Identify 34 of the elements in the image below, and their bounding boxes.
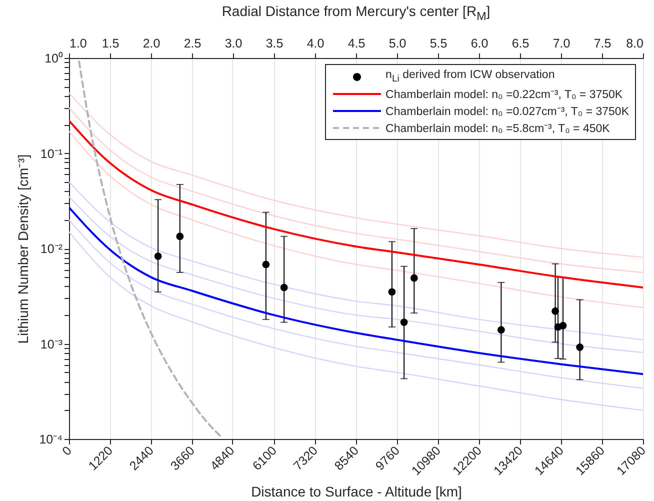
x2-tick-label: 8.0 [626,36,644,50]
x2-tick-label: 2.5 [184,36,202,50]
x2-tick-label: 3.5 [266,36,284,50]
legend-label: n$_{Li}$ derived from ICW observation [386,68,555,84]
x2-tick-label: 1.5 [102,36,120,50]
x2-tick-label: 1.0 [70,36,87,50]
x2-tick-label: 5.0 [388,36,406,50]
legend-label: Chamberlain model: n₀ =0.027cm⁻³, T₀ = 3750K [386,105,629,118]
legend-label: Chamberlain model: n₀ =5.8cm⁻³, T₀ = 450K [386,122,610,135]
x2-tick-label: 2.0 [142,36,160,50]
x2-axis-title: Radial Distance from Mercury's center [R$_{M}$] [220,3,492,23]
x2-tick-label: 7.0 [552,36,570,50]
y-tick-label: 10⁻² [40,242,62,256]
y-tick-label: 10⁻⁴ [39,432,62,446]
y-tick-label: 10⁰ [44,52,64,66]
x2-tick-label: 3.0 [224,36,242,50]
y-tick-label: 10⁻³ [40,337,62,352]
x2-tick-label: 6.0 [470,36,488,50]
line-series [69,231,643,411]
line-series [78,60,222,437]
line-series [69,107,643,274]
x2-tick-label: 6.5 [512,36,530,50]
line-series [69,181,643,340]
x2-tick-label: 4.5 [348,36,366,50]
x2-tick-label: 7.5 [594,36,612,50]
x2-tick-label: 4.0 [306,36,324,50]
x2-tick-label: 5.5 [430,36,448,50]
line-series [69,196,643,354]
line-series [69,120,643,288]
y-tick-label: 10⁻¹ [40,146,62,161]
x-tick-label: 0 [60,444,74,458]
x-axis-title: Distance to Surface - Altitude [km] [251,484,462,500]
y-axis-title: Lithium Number Density [cm⁻³] [15,154,32,344]
legend-label: Chamberlain model: n₀ =0.22cm⁻³, T₀ = 3750K [386,88,623,101]
